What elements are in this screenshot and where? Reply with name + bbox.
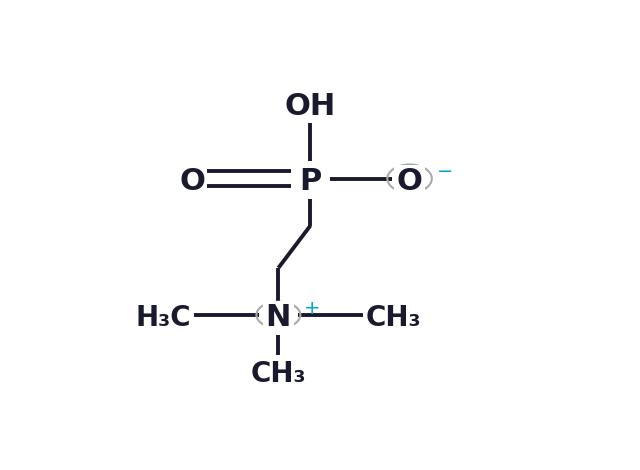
Text: −: − (437, 162, 453, 181)
Text: CH₃: CH₃ (251, 360, 306, 388)
Text: O: O (179, 167, 205, 196)
Text: CH₃: CH₃ (366, 304, 421, 332)
Text: O: O (397, 167, 422, 196)
Text: H₃C: H₃C (136, 304, 191, 332)
Text: N: N (266, 304, 291, 332)
Text: +: + (303, 299, 320, 318)
Text: P: P (300, 167, 321, 196)
Text: OH: OH (285, 92, 336, 121)
